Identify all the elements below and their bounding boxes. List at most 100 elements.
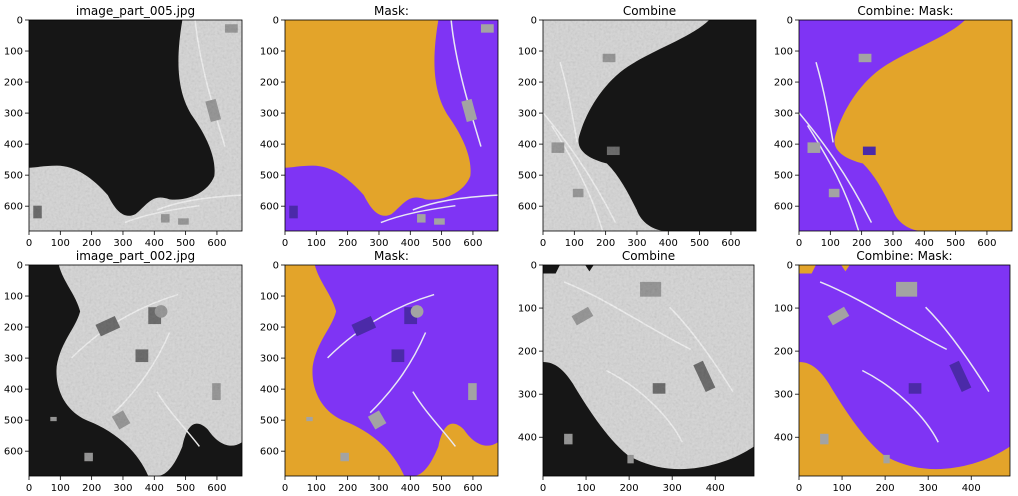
scene-top bbox=[285, 20, 498, 231]
roads bbox=[124, 20, 242, 224]
panel-title: Mask: bbox=[374, 4, 409, 18]
image-content bbox=[799, 265, 1010, 476]
y-tick-label: 200 bbox=[4, 78, 23, 89]
x-tick-label: 600 bbox=[207, 238, 226, 249]
y-tick-label: 0 bbox=[787, 16, 793, 27]
image-content bbox=[285, 265, 498, 476]
building bbox=[602, 53, 616, 63]
boat bbox=[627, 454, 634, 464]
x-tick-label: 400 bbox=[145, 483, 164, 494]
building bbox=[862, 146, 876, 156]
y-tick-label: 200 bbox=[260, 78, 279, 89]
y-tick-label: 500 bbox=[260, 416, 279, 427]
building bbox=[212, 383, 221, 401]
roads bbox=[563, 281, 734, 443]
y-tick-label: 300 bbox=[260, 109, 279, 120]
building bbox=[289, 205, 298, 219]
scene-bottom bbox=[285, 265, 498, 476]
y-tick-label: 500 bbox=[774, 171, 793, 182]
boat bbox=[564, 433, 573, 445]
image-content bbox=[543, 20, 756, 231]
roads bbox=[799, 61, 873, 231]
y-tick-label: 400 bbox=[4, 385, 23, 396]
y-tick-label: 400 bbox=[260, 140, 279, 151]
image-content bbox=[29, 265, 242, 476]
building bbox=[858, 53, 872, 63]
building bbox=[908, 383, 922, 394]
building bbox=[111, 410, 131, 430]
y-tick-label: 200 bbox=[4, 323, 23, 334]
roads bbox=[543, 61, 617, 231]
y-tick-label: 200 bbox=[774, 347, 793, 358]
y-tick-label: 400 bbox=[4, 140, 23, 151]
x-tick-label: 100 bbox=[51, 483, 70, 494]
building bbox=[480, 24, 494, 33]
y-tick-label: 300 bbox=[774, 390, 793, 401]
tank bbox=[410, 305, 424, 318]
water-inlet bbox=[543, 265, 594, 274]
boat bbox=[84, 452, 93, 462]
y-tick-label: 200 bbox=[260, 323, 279, 334]
x-tick-label: 400 bbox=[962, 483, 981, 494]
scene-top-flipped bbox=[799, 20, 1012, 231]
y-tick-label: 100 bbox=[774, 47, 793, 58]
building bbox=[33, 205, 42, 219]
panel-title: Combine bbox=[622, 249, 675, 263]
x-tick-label: 200 bbox=[852, 238, 871, 249]
water-body bbox=[799, 362, 1010, 476]
panel-title: Combine: Mask: bbox=[856, 249, 952, 263]
y-tick-label: 500 bbox=[4, 171, 23, 182]
x-tick-label: 200 bbox=[82, 483, 101, 494]
y-tick-label: 500 bbox=[260, 171, 279, 182]
building bbox=[693, 360, 716, 392]
y-tick-label: 600 bbox=[260, 447, 279, 458]
building bbox=[606, 146, 620, 156]
x-tick-label: 500 bbox=[946, 238, 965, 249]
axes-frame bbox=[28, 264, 243, 477]
x-tick-label: 100 bbox=[565, 238, 584, 249]
x-tick-label: 0 bbox=[540, 483, 546, 494]
axes-frame bbox=[542, 19, 757, 232]
y-tick-label: 0 bbox=[17, 261, 23, 272]
panels-layer: image_part_005.jpg 0 100 200 300 400 500 600 0 10… bbox=[4, 4, 1013, 494]
x-tick-label: 600 bbox=[977, 238, 996, 249]
x-tick-label: 300 bbox=[663, 483, 682, 494]
x-tick-label: 0 bbox=[26, 483, 32, 494]
building bbox=[95, 315, 121, 337]
y-tick-label: 500 bbox=[518, 171, 537, 182]
x-tick-label: 400 bbox=[706, 483, 725, 494]
x-tick-label: 0 bbox=[796, 238, 802, 249]
x-tick-label: 500 bbox=[176, 238, 195, 249]
y-tick-label: 400 bbox=[518, 433, 537, 444]
building bbox=[391, 349, 405, 363]
x-tick-label: 500 bbox=[176, 483, 195, 494]
panel-title: image_part_005.jpg bbox=[76, 4, 195, 18]
scene-bottom bbox=[29, 265, 242, 476]
y-tick-label: 300 bbox=[774, 109, 793, 120]
building bbox=[896, 281, 918, 297]
y-tick-label: 400 bbox=[260, 385, 279, 396]
x-tick-label: 100 bbox=[51, 238, 70, 249]
x-tick-label: 600 bbox=[721, 238, 740, 249]
x-tick-label: 400 bbox=[401, 483, 420, 494]
x-tick-label: 400 bbox=[659, 238, 678, 249]
x-tick-label: 100 bbox=[577, 483, 596, 494]
y-tick-label: 300 bbox=[4, 354, 23, 365]
axes-frame bbox=[798, 19, 1013, 232]
y-tick-label: 100 bbox=[518, 304, 537, 315]
image-content bbox=[285, 20, 498, 231]
y-tick-label: 0 bbox=[17, 16, 23, 27]
building bbox=[551, 142, 565, 153]
building bbox=[807, 142, 821, 153]
x-tick-label: 200 bbox=[620, 483, 639, 494]
x-tick-label: 300 bbox=[627, 238, 646, 249]
x-tick-label: 300 bbox=[883, 238, 902, 249]
panel-8: Combine: Mask: 0 100 200 300 400 0 100 200 300 400 bbox=[774, 249, 1011, 494]
scene-top-flipped bbox=[543, 20, 756, 231]
x-tick-label: 300 bbox=[113, 238, 132, 249]
scene-bottom-crop bbox=[799, 265, 1010, 476]
x-tick-label: 300 bbox=[113, 483, 132, 494]
x-tick-label: 500 bbox=[690, 238, 709, 249]
y-tick-label: 600 bbox=[4, 447, 23, 458]
panel-1: image_part_005.jpg 0 100 200 300 400 500 600 0 10… bbox=[4, 4, 243, 249]
